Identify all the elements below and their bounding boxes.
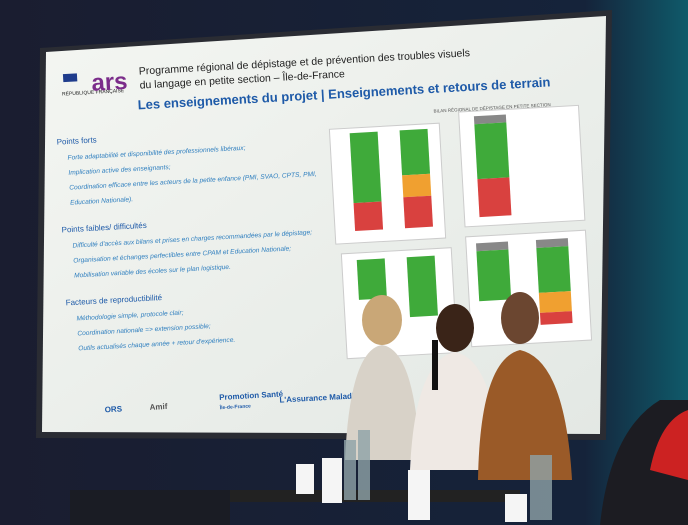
photo: RÉPUBLIQUE FRANÇAISE ars Programme régio…	[0, 0, 688, 525]
monitor	[70, 490, 230, 525]
partner-logo: ORS	[104, 404, 122, 414]
flag	[63, 73, 77, 82]
partner-logo: Amif	[149, 402, 168, 412]
ars-logo: ars	[91, 68, 128, 97]
